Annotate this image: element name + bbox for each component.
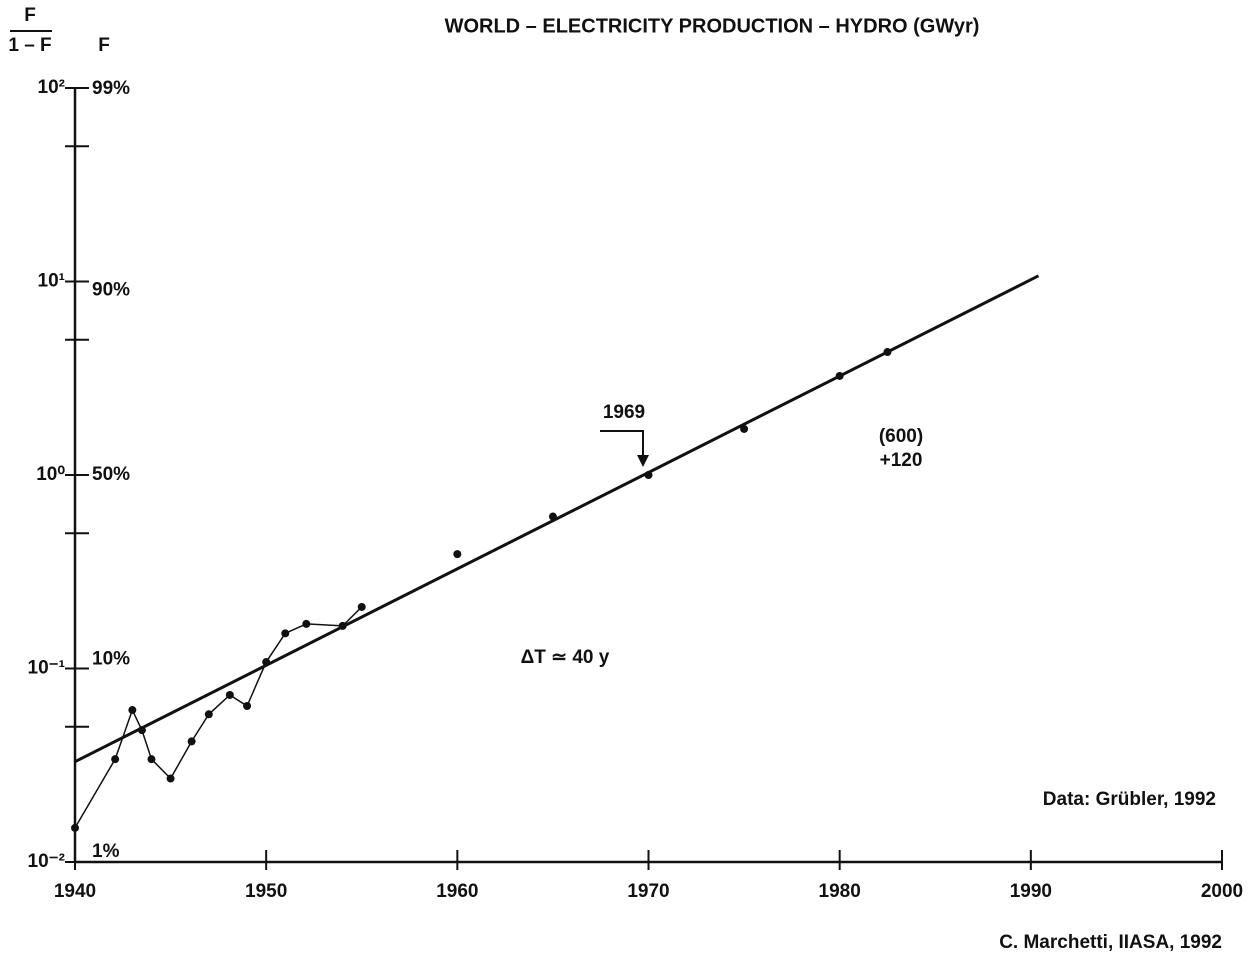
x-tick-label: 1950 (245, 881, 287, 902)
data-point (111, 755, 120, 764)
data-point (302, 619, 311, 628)
y-tick-label: 10¹ (38, 271, 65, 292)
data-point (225, 690, 234, 699)
data-point (204, 710, 213, 719)
y2-tick-label: 99% (92, 78, 130, 99)
x-tick-label: 1990 (1010, 881, 1052, 902)
data-point (187, 737, 196, 746)
y-tick-label: 10⁻¹ (28, 658, 66, 679)
y-tick-label: 10⁰ (36, 464, 65, 485)
data-point (71, 823, 79, 832)
annotation: Data: Grübler, 1992 (1043, 789, 1216, 810)
x-tick-label: 1970 (627, 881, 669, 902)
data-point (147, 755, 156, 764)
data-point (281, 629, 290, 638)
fit-line (74, 274, 1040, 764)
data-point (243, 702, 252, 711)
y-label-numerator: F (24, 5, 36, 26)
x-tick-label: 2000 (1201, 881, 1243, 902)
y-tick-label: 10² (38, 77, 65, 98)
y-label-denominator: 1 – F (8, 35, 51, 56)
x-tick-label: 1960 (436, 881, 478, 902)
y2-tick-label: 50% (92, 464, 130, 485)
arrow-1969 (600, 430, 644, 462)
data-point (453, 550, 462, 559)
data-point (357, 602, 366, 611)
annotation: 1969 (603, 402, 645, 423)
data-point (166, 774, 175, 783)
y-tick-label: 10⁻² (28, 851, 66, 872)
y2-tick-label: 1% (92, 841, 120, 862)
annotation: +120 (880, 450, 923, 471)
annotation: C. Marchetti, IIASA, 1992 (999, 932, 1222, 953)
annotation: (600) (879, 426, 923, 447)
y2-tick-label: 10% (92, 649, 130, 670)
chart-title: WORLD – ELECTRICITY PRODUCTION – HYDRO (… (445, 15, 980, 37)
x-tick-label: 1980 (819, 881, 861, 902)
y2-label: F (98, 35, 110, 56)
arrow-head (637, 455, 649, 467)
data-point (128, 706, 137, 715)
y2-tick-label: 90% (92, 279, 130, 300)
x-tick-label: 1940 (54, 881, 96, 902)
annotation: ΔT ≃ 40 y (521, 647, 610, 668)
